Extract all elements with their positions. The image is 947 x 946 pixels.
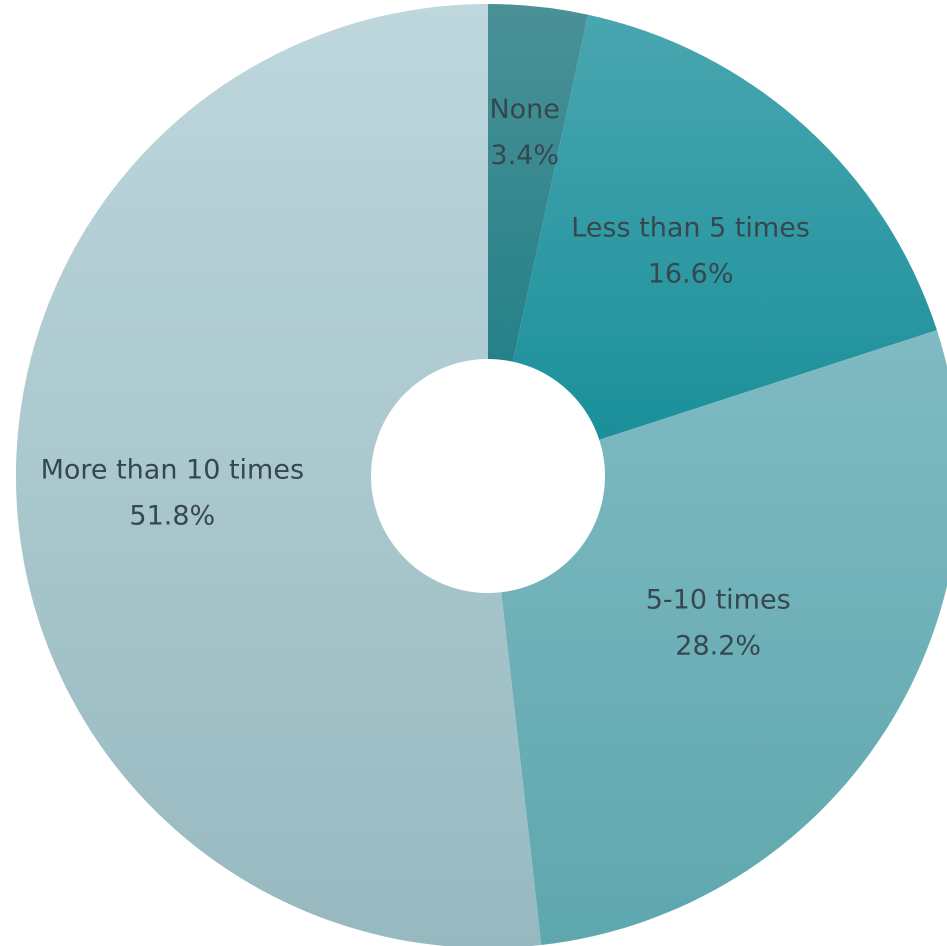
slice-label-5-10-times: 5-10 times xyxy=(646,585,791,616)
slice-label-none: None xyxy=(489,94,559,125)
slice-value-5-10-times: 28.2% xyxy=(675,631,761,662)
slice-value-less-than-5-times: 16.6% xyxy=(648,258,734,289)
slice-value-more-than-10-times: 51.8% xyxy=(129,500,215,531)
slice-label-more-than-10-times: More than 10 times xyxy=(41,454,304,485)
labels-layer: None 3.4% Less than 5 times 16.6% 5-10 times… xyxy=(41,94,810,662)
slice-less-than-5-times xyxy=(488,14,937,476)
slice-label-less-than-5-times: Less than 5 times xyxy=(571,212,810,243)
slice-none xyxy=(488,4,589,476)
slice-more-than-10-times xyxy=(15,4,542,946)
slice-value-none: 3.4% xyxy=(490,140,559,171)
donut-hole xyxy=(371,359,605,593)
